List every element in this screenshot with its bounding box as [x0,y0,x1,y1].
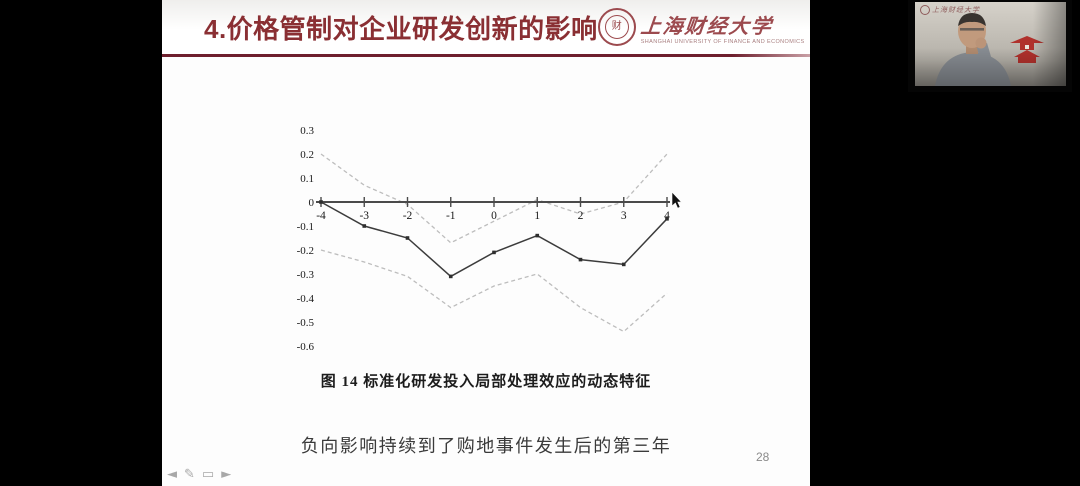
figure-caption: 图 14 标准化研发投入局部处理效应的动态特征 [320,374,652,390]
svg-text:-4: -4 [316,210,326,222]
pen-tool-button[interactable]: ✎ [184,467,195,482]
svg-text:0.3: 0.3 [300,125,314,137]
presenter-toolbar: ◄ ✎ ▭ ► [167,468,231,482]
svg-text:-2: -2 [403,210,413,222]
previous-slide-button[interactable]: ◄ [167,467,177,482]
page-number: 28 [756,450,770,464]
svg-text:-0.3: -0.3 [297,269,315,281]
next-slide-button[interactable]: ► [221,467,232,482]
svg-text:4: 4 [664,210,670,222]
svg-text:-1: -1 [446,210,456,222]
presenter-webcam[interactable]: 上海财经大学 [908,0,1072,92]
event-study-chart: -4 -3 -2 -1 0 1 2 3 4 0.3 0.2 0.1 0 -0.1 -0.2 -0.3 -0.4 -… [297,125,683,353]
slide-header: 4.价格管制对企业研发创新的影响 财 上海财经大学 SHANGHAI UNIVE… [162,0,810,54]
svg-text:0.2: 0.2 [300,149,314,161]
svg-text:0: 0 [491,210,497,222]
presenter-video: 上海财经大学 [915,2,1066,86]
presentation-slide: 4.价格管制对企业研发创新的影响 财 上海财经大学 SHANGHAI UNIVE… [162,0,810,486]
presenter-person [935,13,1011,86]
webcam-logo: 上海财经大学 [920,5,980,15]
svg-text:0.1: 0.1 [300,173,314,185]
university-seal-icon: 财 [597,8,636,46]
series-confidence-lower [320,249,668,333]
slide-title: 4.价格管制对企业研发创新的影响 [204,13,598,44]
title-divider [162,54,810,57]
svg-text:-0.5: -0.5 [297,317,315,329]
pagoda-icon [1010,36,1044,63]
svg-text:0: 0 [309,197,315,209]
svg-text:-3: -3 [359,210,369,222]
svg-text:-0.6: -0.6 [297,341,315,353]
university-subtitle: SHANGHAI UNIVERSITY OF FINANCE AND ECONO… [640,38,805,45]
webcam-logo-text: 上海财经大学 [932,6,980,14]
university-logo: 财 上海财经大学 SHANGHAI UNIVERSITY OF FINANCE … [597,8,805,46]
svg-text:-0.4: -0.4 [297,293,315,305]
svg-text:-0.1: -0.1 [297,221,314,233]
svg-text:2: 2 [578,210,584,222]
mouse-cursor [671,191,683,209]
svg-text:1: 1 [534,210,540,222]
webcam-seal-icon [920,5,930,15]
svg-text:-0.2: -0.2 [297,245,314,257]
slide-menu-button[interactable]: ▭ [201,467,215,482]
university-name: 上海财经大学 [639,15,774,38]
series-confidence-upper [320,153,668,244]
svg-text:3: 3 [621,210,627,222]
slide-note: 负向影响持续到了购地事件发生后的第三年 [300,436,672,456]
